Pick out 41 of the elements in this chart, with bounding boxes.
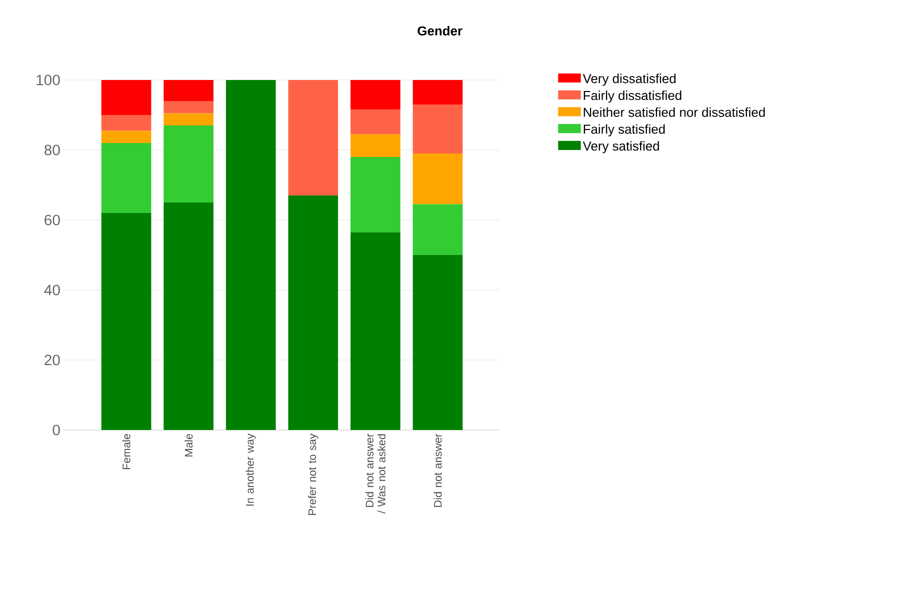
bar	[164, 113, 214, 126]
bar	[288, 80, 338, 196]
y-tick-label: 40	[44, 284, 60, 296]
x-tick-label: Did not answer / Was not asked	[365, 434, 386, 514]
bar	[101, 80, 152, 115]
chart-title: Gender	[418, 26, 462, 36]
bar	[412, 254, 463, 430]
y-tick-label: 60	[44, 214, 60, 226]
bar	[101, 114, 152, 131]
legend-label: Very dissatisfied	[582, 74, 676, 86]
x-tick-label: Female	[122, 434, 130, 470]
bar	[350, 110, 400, 134]
x-tick-label: Did not answer	[434, 434, 442, 507]
legend-label: Very satisfied	[582, 141, 659, 154]
bar	[350, 232, 400, 430]
bar	[412, 204, 463, 255]
bar	[226, 80, 276, 430]
bar	[101, 142, 152, 213]
bar	[164, 125, 214, 202]
bar	[101, 212, 152, 430]
bar	[412, 153, 463, 204]
bar	[288, 195, 338, 430]
x-tick-label: In another way	[246, 434, 256, 506]
legend-label: Fairly dissatisfied	[584, 90, 682, 103]
bar	[164, 100, 214, 114]
bar	[412, 80, 463, 104]
bar	[101, 130, 152, 143]
x-tick-label: Prefer not to say	[308, 434, 318, 515]
y-tick-label: 80	[44, 144, 60, 156]
legend-label: Fairly satisfied	[584, 124, 665, 136]
legend-label: Neither satisfied nor dissatisfied	[584, 107, 765, 117]
bar	[164, 202, 214, 430]
bar	[164, 80, 214, 101]
bar	[350, 156, 400, 232]
x-tick-label: Male	[184, 434, 193, 456]
bar	[412, 104, 463, 154]
y-tick-label: 0	[52, 424, 60, 436]
y-tick-label: 100	[36, 74, 60, 86]
bar	[350, 134, 400, 157]
bar	[350, 80, 400, 110]
y-tick-label: 20	[44, 354, 60, 366]
